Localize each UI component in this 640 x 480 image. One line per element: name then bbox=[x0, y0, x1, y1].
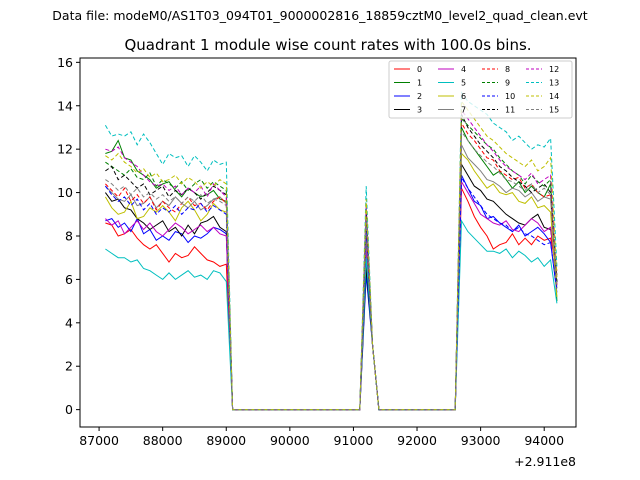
legend-label-2: 2 bbox=[417, 92, 422, 101]
x-tick-label: 94000 bbox=[524, 433, 564, 448]
x-axis: 87000 88000 89000 90000 91000 92000 93000 94000 bbox=[79, 427, 564, 448]
x-tick-label: 93000 bbox=[461, 433, 501, 448]
x-tick-label: 92000 bbox=[397, 433, 437, 448]
legend-label-3: 3 bbox=[417, 106, 422, 115]
x-tick-label: 89000 bbox=[206, 433, 246, 448]
legend-label-11: 11 bbox=[505, 106, 515, 115]
y-tick-label: 6 bbox=[65, 272, 73, 287]
legend-label-7: 7 bbox=[461, 106, 466, 115]
series-line-9 bbox=[105, 117, 558, 411]
legend-label-12: 12 bbox=[549, 65, 559, 74]
x-tick-label: 88000 bbox=[143, 433, 183, 448]
plot-frame bbox=[79, 57, 577, 428]
legend-label-5: 5 bbox=[461, 79, 466, 88]
series-line-8 bbox=[105, 121, 558, 411]
series-line-14 bbox=[105, 99, 558, 411]
series-line-10 bbox=[104, 175, 558, 411]
x-tick-label: 87000 bbox=[79, 433, 119, 448]
legend-label-4: 4 bbox=[461, 65, 466, 74]
legend-label-9: 9 bbox=[505, 79, 510, 88]
legend-label-15: 15 bbox=[549, 106, 559, 115]
legend-label-0: 0 bbox=[417, 65, 422, 74]
y-axis: 0 2 4 6 8 10 12 14 16 bbox=[57, 55, 80, 417]
y-tick-label: 0 bbox=[65, 402, 73, 417]
series-line-0 bbox=[105, 187, 558, 411]
y-tick-label: 12 bbox=[57, 142, 73, 157]
legend-label-10: 10 bbox=[505, 92, 515, 101]
y-tick-label: 10 bbox=[57, 185, 73, 200]
y-tick-label: 2 bbox=[65, 359, 73, 374]
series-line-15 bbox=[105, 130, 558, 411]
series-line-6 bbox=[104, 152, 558, 411]
y-tick-label: 16 bbox=[57, 55, 73, 70]
series-line-3 bbox=[104, 162, 558, 411]
figure-suptitle: Data file: modeM0/AS1T03_094T01_90000028… bbox=[52, 8, 587, 23]
legend-label-6: 6 bbox=[461, 92, 466, 101]
legend-label-13: 13 bbox=[549, 79, 559, 88]
legend-label-8: 8 bbox=[505, 65, 510, 74]
series-line-12 bbox=[105, 108, 558, 411]
legend-label-14: 14 bbox=[549, 92, 559, 101]
x-axis-offset-label: +2.911e8 bbox=[514, 454, 576, 469]
series-line-1 bbox=[105, 127, 558, 411]
x-tick-label: 91000 bbox=[334, 433, 374, 448]
series-layer bbox=[104, 91, 558, 411]
series-line-5 bbox=[105, 219, 558, 411]
y-tick-label: 8 bbox=[65, 228, 73, 243]
chart-title: Quadrant 1 module wise count rates with … bbox=[124, 36, 531, 54]
legend-frame bbox=[388, 60, 573, 119]
legend-label-1: 1 bbox=[417, 79, 422, 88]
y-tick-label: 4 bbox=[65, 315, 73, 330]
x-tick-label: 90000 bbox=[270, 433, 310, 448]
y-tick-label: 14 bbox=[57, 98, 73, 113]
series-line-11 bbox=[105, 114, 558, 411]
